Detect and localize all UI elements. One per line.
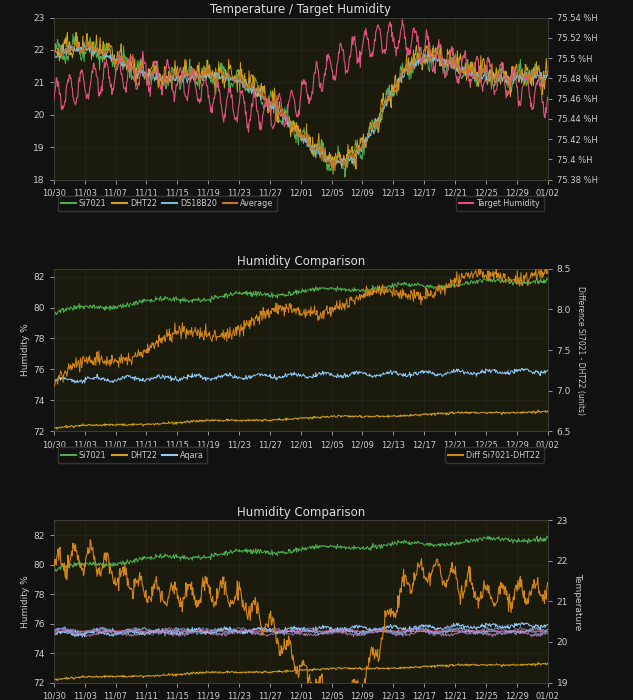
Y-axis label: Humidity %: Humidity % [22,575,30,628]
Legend: Si7021, DHT22, DS18B20, Average: Si7021, DHT22, DS18B20, Average [58,196,277,211]
Legend: Target Humidity: Target Humidity [456,196,544,211]
Legend: Si7021, DHT22, Aqara: Si7021, DHT22, Aqara [58,447,207,463]
Y-axis label: Temperature: Temperature [573,573,582,630]
Legend: Diff Si7021-DHT22: Diff Si7021-DHT22 [445,447,544,463]
Title: Humidity Comparison: Humidity Comparison [237,255,365,267]
Title: Temperature / Target Humidity: Temperature / Target Humidity [210,4,391,16]
Y-axis label: Difference SI7021 - DHT22 (units): Difference SI7021 - DHT22 (units) [576,286,585,414]
Title: Humidity Comparison: Humidity Comparison [237,506,365,519]
Y-axis label: Humidity %: Humidity % [22,323,30,377]
